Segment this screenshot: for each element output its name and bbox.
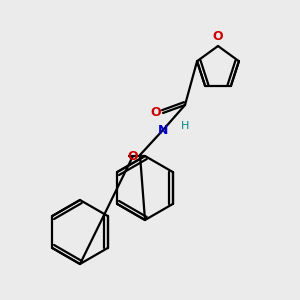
Text: H: H: [181, 121, 189, 131]
Text: N: N: [158, 124, 168, 136]
Text: O: O: [213, 30, 223, 43]
Text: O: O: [151, 106, 161, 119]
Text: O: O: [128, 149, 138, 163]
